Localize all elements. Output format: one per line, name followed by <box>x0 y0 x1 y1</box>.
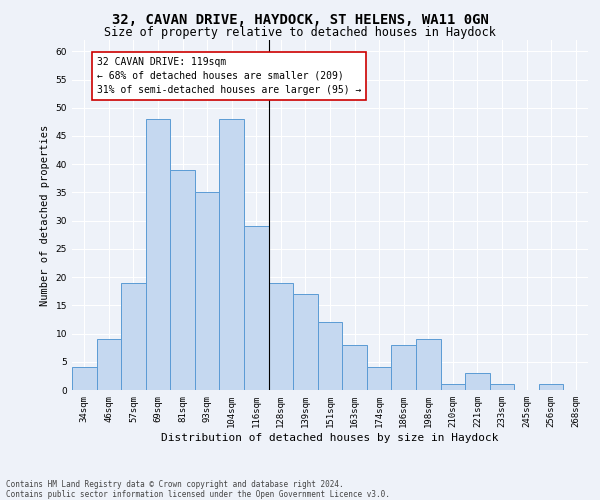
Bar <box>121 282 146 390</box>
X-axis label: Distribution of detached houses by size in Haydock: Distribution of detached houses by size … <box>161 432 499 442</box>
Text: 32 CAVAN DRIVE: 119sqm
← 68% of detached houses are smaller (209)
31% of semi-de: 32 CAVAN DRIVE: 119sqm ← 68% of detached… <box>97 57 361 95</box>
Bar <box>72 368 97 390</box>
Bar <box>220 119 244 390</box>
Bar <box>293 294 318 390</box>
Bar <box>490 384 514 390</box>
Bar <box>170 170 195 390</box>
Bar <box>318 322 342 390</box>
Bar <box>465 373 490 390</box>
Bar <box>440 384 465 390</box>
Bar <box>97 339 121 390</box>
Bar <box>244 226 269 390</box>
Text: Size of property relative to detached houses in Haydock: Size of property relative to detached ho… <box>104 26 496 39</box>
Bar <box>269 282 293 390</box>
Text: Contains HM Land Registry data © Crown copyright and database right 2024.
Contai: Contains HM Land Registry data © Crown c… <box>6 480 390 499</box>
Bar <box>342 345 367 390</box>
Bar <box>391 345 416 390</box>
Bar <box>539 384 563 390</box>
Bar <box>416 339 440 390</box>
Y-axis label: Number of detached properties: Number of detached properties <box>40 124 50 306</box>
Text: 32, CAVAN DRIVE, HAYDOCK, ST HELENS, WA11 0GN: 32, CAVAN DRIVE, HAYDOCK, ST HELENS, WA1… <box>112 12 488 26</box>
Bar <box>195 192 220 390</box>
Bar <box>367 368 391 390</box>
Bar <box>146 119 170 390</box>
